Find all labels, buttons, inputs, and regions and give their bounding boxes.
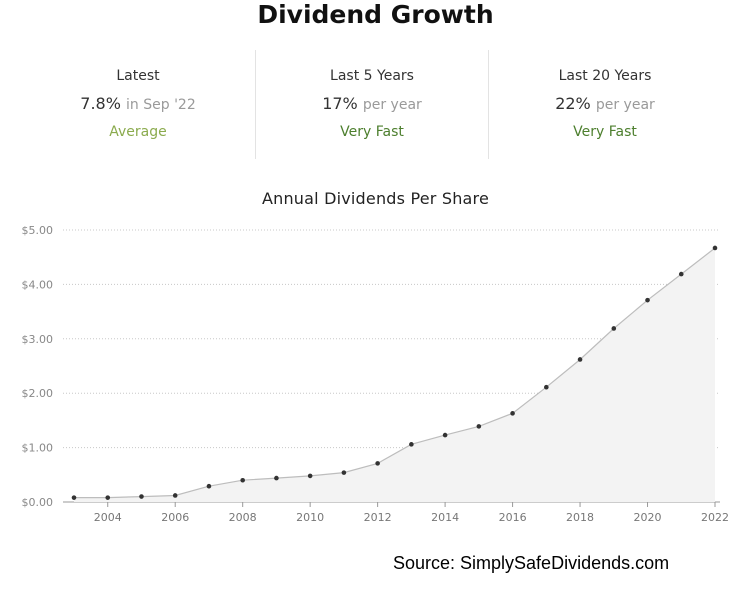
x-tick-label: 2020 <box>634 511 662 524</box>
y-tick-label: $2.00 <box>22 387 54 400</box>
data-point <box>645 297 650 303</box>
y-tick-label: $0.00 <box>22 496 54 509</box>
source-credit: Source: SimplySafeDividends.com <box>393 553 670 573</box>
data-point <box>577 357 583 362</box>
data-point <box>240 477 245 483</box>
data-point <box>442 432 448 438</box>
stat-last-20-years: Last 20 Years 22% per year Very Fast <box>488 50 721 159</box>
x-tick-label: 2016 <box>499 511 527 524</box>
area-fill <box>74 248 715 502</box>
data-point <box>172 493 178 498</box>
page-title: Dividend Growth <box>257 0 494 29</box>
stat-suffix: per year <box>362 97 422 113</box>
stat-label: Last 5 Years <box>330 68 414 84</box>
data-point <box>611 326 617 331</box>
y-tick-label: $1.00 <box>22 442 54 455</box>
stat-label: Last 20 Years <box>558 68 652 84</box>
stat-value: 22% <box>555 94 591 113</box>
data-point <box>307 473 313 479</box>
data-point <box>274 475 279 481</box>
x-tick-label: 2006 <box>161 511 189 524</box>
x-tick-label: 2004 <box>94 511 122 524</box>
stat-latest: Latest 7.8% in Sep '22 Average <box>22 50 254 159</box>
data-point <box>375 461 380 466</box>
series-line <box>74 247 716 499</box>
x-tick-label: 2010 <box>296 511 324 524</box>
y-tick-label: $4.00 <box>22 278 54 291</box>
x-tick-label: 2018 <box>566 511 594 524</box>
y-tick-label: $3.00 <box>22 333 54 346</box>
data-point <box>678 271 684 277</box>
chart-title: Annual Dividends Per Share <box>261 189 490 208</box>
data-point <box>139 494 144 499</box>
dividend-stats: Latest 7.8% in Sep '22 Average Last 5 Ye… <box>22 50 720 159</box>
stat-last-5-years: Last 5 Years 17% per year Very Fast <box>255 50 488 159</box>
stat-rating: Average <box>109 124 167 140</box>
data-point <box>206 483 212 489</box>
stat-suffix: per year <box>595 97 655 113</box>
data-point <box>409 442 414 447</box>
x-tick-label: 2008 <box>229 511 257 524</box>
stat-label: Latest <box>116 68 160 84</box>
data-point <box>341 470 347 475</box>
x-tick-label: 2014 <box>431 511 459 524</box>
data-point <box>476 424 482 429</box>
data-point <box>510 411 515 416</box>
data-point <box>105 495 111 500</box>
stat-rating: Very Fast <box>573 124 637 140</box>
stat-rating: Very Fast <box>340 124 404 140</box>
stat-value: 7.8% <box>80 94 121 113</box>
x-tick-label: 2022 <box>701 511 729 524</box>
data-point <box>544 384 549 390</box>
stat-value: 17% <box>322 94 358 113</box>
x-tick-label: 2012 <box>364 511 392 524</box>
data-point <box>71 495 77 500</box>
data-point <box>712 245 718 251</box>
stat-suffix: in Sep '22 <box>126 97 196 113</box>
y-tick-label: $5.00 <box>22 224 54 237</box>
